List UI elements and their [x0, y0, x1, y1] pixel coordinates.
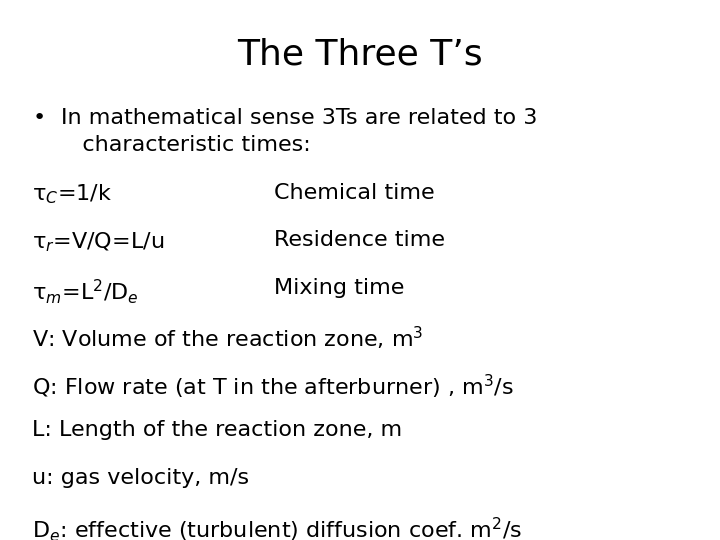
- Text: Residence time: Residence time: [274, 230, 445, 250]
- Text: In mathematical sense 3Ts are related to 3: In mathematical sense 3Ts are related to…: [61, 108, 538, 128]
- Text: τ$_r$=V/Q=L/u: τ$_r$=V/Q=L/u: [32, 230, 165, 254]
- Text: characteristic times:: characteristic times:: [61, 135, 311, 155]
- Text: u: gas velocity, m/s: u: gas velocity, m/s: [32, 468, 250, 488]
- Text: V: Volume of the reaction zone, m$^3$: V: Volume of the reaction zone, m$^3$: [32, 325, 424, 352]
- Text: τ$_C$=1/k: τ$_C$=1/k: [32, 183, 112, 206]
- Text: L: Length of the reaction zone, m: L: Length of the reaction zone, m: [32, 420, 402, 440]
- Text: τ$_m$=L$^2$/D$_e$: τ$_m$=L$^2$/D$_e$: [32, 278, 139, 306]
- Text: Chemical time: Chemical time: [274, 183, 434, 202]
- Text: The Three T’s: The Three T’s: [237, 38, 483, 72]
- Text: D$_e$: effective (turbulent) diffusion coef. m$^2$/s: D$_e$: effective (turbulent) diffusion c…: [32, 515, 523, 540]
- Text: Q: Flow rate (at T in the afterburner) , m$^3$/s: Q: Flow rate (at T in the afterburner) ,…: [32, 373, 514, 401]
- Text: •: •: [32, 108, 45, 128]
- Text: Mixing time: Mixing time: [274, 278, 404, 298]
